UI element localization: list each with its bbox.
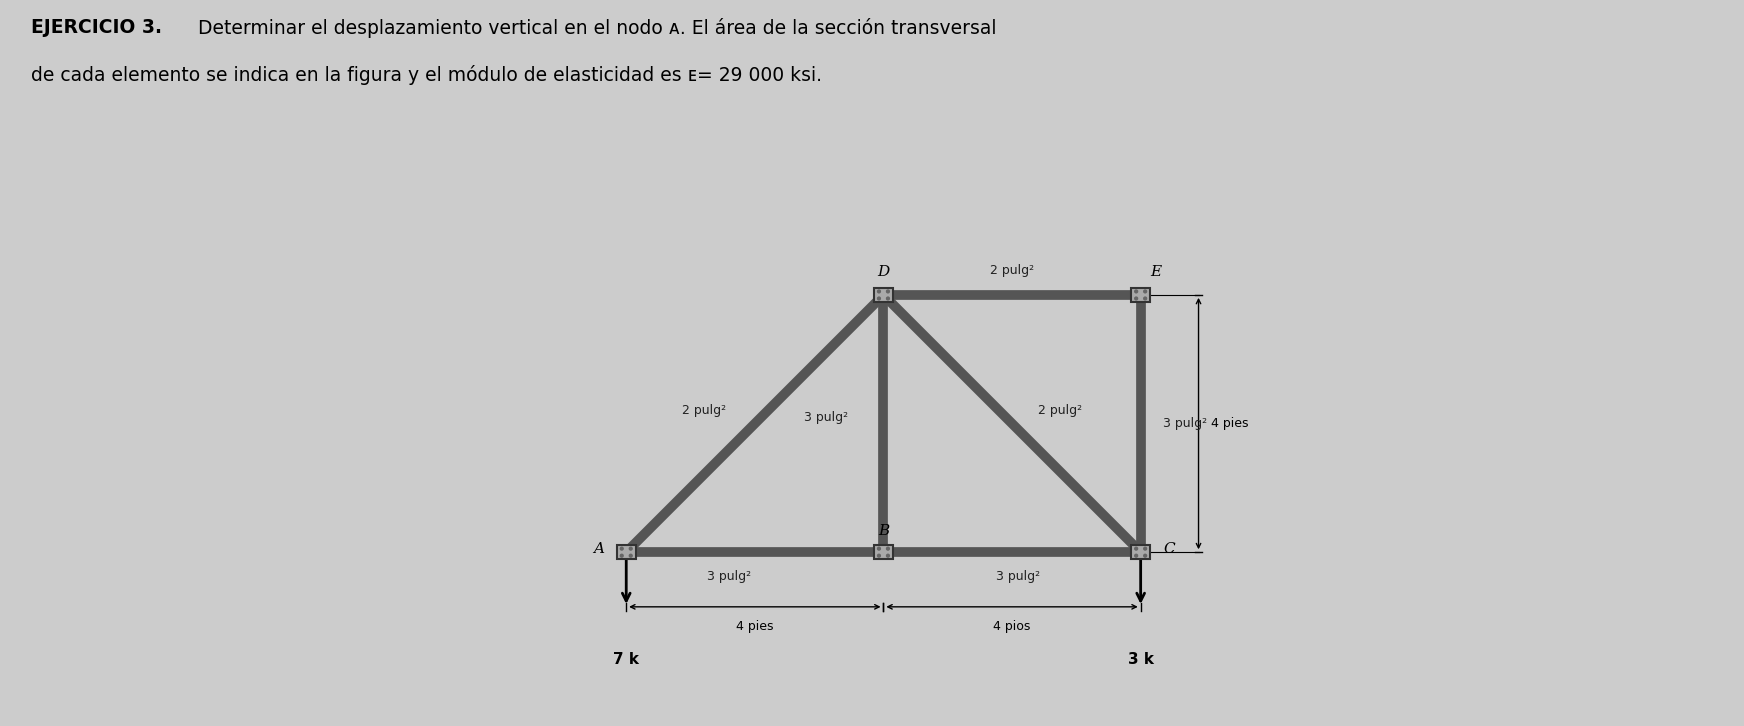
Circle shape bbox=[1144, 554, 1146, 557]
Text: 4 pios: 4 pios bbox=[994, 620, 1031, 632]
Circle shape bbox=[621, 547, 623, 550]
Circle shape bbox=[1135, 547, 1137, 550]
FancyBboxPatch shape bbox=[617, 545, 637, 559]
FancyBboxPatch shape bbox=[1132, 545, 1151, 559]
Text: B: B bbox=[877, 524, 889, 538]
Text: 3 k: 3 k bbox=[1128, 652, 1155, 667]
Text: 4 pies: 4 pies bbox=[736, 620, 774, 632]
FancyBboxPatch shape bbox=[874, 545, 893, 559]
Circle shape bbox=[1135, 290, 1137, 293]
Circle shape bbox=[630, 554, 631, 557]
Text: de cada elemento se indica en la figura y el módulo de elasticidad es ᴇ= 29 000 : de cada elemento se indica en la figura … bbox=[31, 65, 823, 86]
Text: EJERCICIO 3.: EJERCICIO 3. bbox=[31, 18, 162, 37]
Circle shape bbox=[1135, 554, 1137, 557]
Circle shape bbox=[877, 290, 881, 293]
Circle shape bbox=[877, 297, 881, 300]
Circle shape bbox=[877, 547, 881, 550]
Circle shape bbox=[886, 297, 889, 300]
Text: 3 pulg²: 3 pulg² bbox=[996, 570, 1041, 583]
Text: 7 k: 7 k bbox=[614, 652, 640, 667]
Circle shape bbox=[630, 547, 631, 550]
Circle shape bbox=[877, 554, 881, 557]
Text: 2 pulg²: 2 pulg² bbox=[991, 264, 1034, 277]
Text: 3 pulg²: 3 pulg² bbox=[1163, 417, 1207, 430]
FancyBboxPatch shape bbox=[1132, 288, 1151, 302]
Text: 2 pulg²: 2 pulg² bbox=[1038, 404, 1081, 417]
Circle shape bbox=[1144, 547, 1146, 550]
Circle shape bbox=[621, 554, 623, 557]
Circle shape bbox=[886, 290, 889, 293]
Text: 2 pulg²: 2 pulg² bbox=[682, 404, 726, 417]
Circle shape bbox=[1144, 297, 1146, 300]
Circle shape bbox=[886, 554, 889, 557]
Circle shape bbox=[1135, 297, 1137, 300]
Text: C: C bbox=[1163, 542, 1175, 556]
Circle shape bbox=[886, 547, 889, 550]
Text: E: E bbox=[1151, 265, 1162, 279]
Text: 4 pies: 4 pies bbox=[1212, 417, 1249, 430]
Text: A: A bbox=[593, 542, 603, 556]
Text: 3 pulg²: 3 pulg² bbox=[706, 570, 752, 583]
FancyBboxPatch shape bbox=[874, 288, 893, 302]
Circle shape bbox=[1144, 290, 1146, 293]
Text: Determinar el desplazamiento vertical en el nodo ᴀ. El área de la sección transv: Determinar el desplazamiento vertical en… bbox=[192, 18, 996, 38]
Text: 3 pulg²: 3 pulg² bbox=[804, 411, 848, 424]
Text: D: D bbox=[877, 265, 889, 279]
